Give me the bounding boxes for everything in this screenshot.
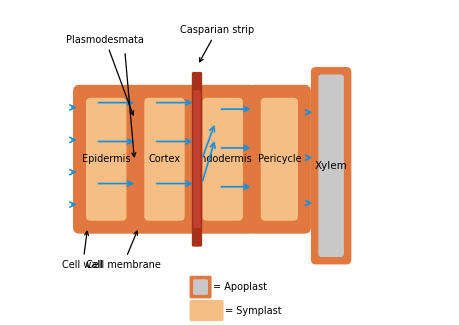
Text: Pericycle: Pericycle — [257, 154, 301, 164]
FancyBboxPatch shape — [73, 85, 139, 234]
Text: Cell membrane: Cell membrane — [85, 231, 160, 270]
FancyBboxPatch shape — [193, 90, 200, 228]
Text: Cortex: Cortex — [148, 154, 180, 164]
FancyBboxPatch shape — [260, 98, 297, 221]
FancyBboxPatch shape — [247, 85, 310, 234]
Text: Xylem: Xylem — [314, 161, 347, 171]
FancyBboxPatch shape — [189, 300, 223, 321]
FancyBboxPatch shape — [144, 98, 185, 221]
Text: Plasmodesmata: Plasmodesmata — [67, 35, 144, 115]
FancyBboxPatch shape — [86, 98, 126, 221]
Text: Epidermis: Epidermis — [82, 154, 130, 164]
Text: = Apoplast: = Apoplast — [213, 282, 267, 292]
Text: Cell wall: Cell wall — [62, 231, 103, 270]
FancyBboxPatch shape — [189, 85, 255, 234]
FancyBboxPatch shape — [193, 279, 207, 295]
FancyBboxPatch shape — [131, 85, 197, 234]
FancyBboxPatch shape — [318, 74, 343, 257]
FancyBboxPatch shape — [191, 72, 202, 247]
FancyBboxPatch shape — [310, 67, 351, 265]
FancyBboxPatch shape — [202, 98, 242, 221]
Text: = Symplast: = Symplast — [224, 306, 281, 316]
Text: Endodermis: Endodermis — [193, 154, 251, 164]
FancyBboxPatch shape — [189, 276, 211, 298]
Text: Casparian strip: Casparian strip — [179, 25, 254, 62]
